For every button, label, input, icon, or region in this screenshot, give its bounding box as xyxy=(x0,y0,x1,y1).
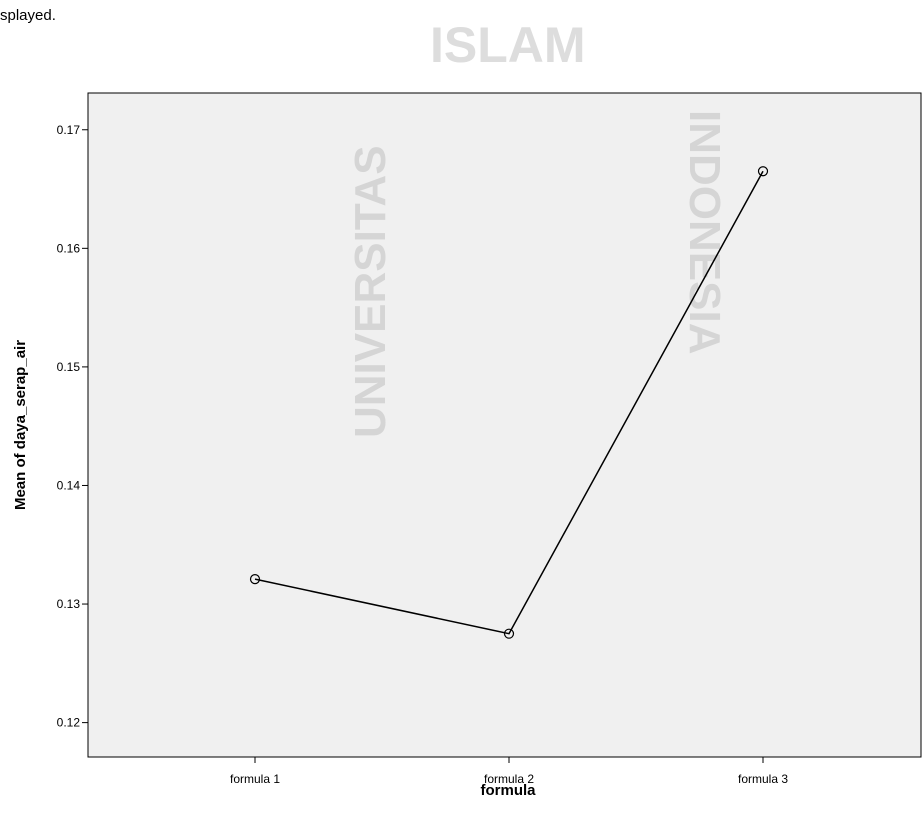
watermark-text: ISLAM xyxy=(430,17,586,73)
marker xyxy=(757,166,769,177)
x-tick-label: formula 1 xyxy=(230,772,280,786)
watermark-text: UNIVERSITAS xyxy=(346,145,395,438)
marker xyxy=(503,628,515,639)
y-tick-label: 0.17 xyxy=(57,123,81,137)
plot-area xyxy=(87,92,922,758)
marker xyxy=(249,574,261,585)
watermark: UNIVERSITAS ISLAM INDONESIA xyxy=(346,17,729,438)
watermark-text: INDONESIA xyxy=(680,110,729,354)
y-tick-label: 0.12 xyxy=(57,716,81,730)
line xyxy=(254,170,764,635)
y-tick-label: 0.13 xyxy=(57,597,81,611)
x-tick-label: formula 3 xyxy=(738,772,788,786)
x-axis-title: formula xyxy=(480,782,536,799)
y-tick-label: 0.15 xyxy=(57,360,81,374)
x-tick-label: formula 2 xyxy=(484,772,534,786)
y-axis-title: Mean of daya_serap_air xyxy=(12,340,29,510)
page-text: splayed. xyxy=(0,7,56,24)
y-tick-label: 0.16 xyxy=(57,241,81,255)
y-tick-label: 0.14 xyxy=(57,478,81,492)
